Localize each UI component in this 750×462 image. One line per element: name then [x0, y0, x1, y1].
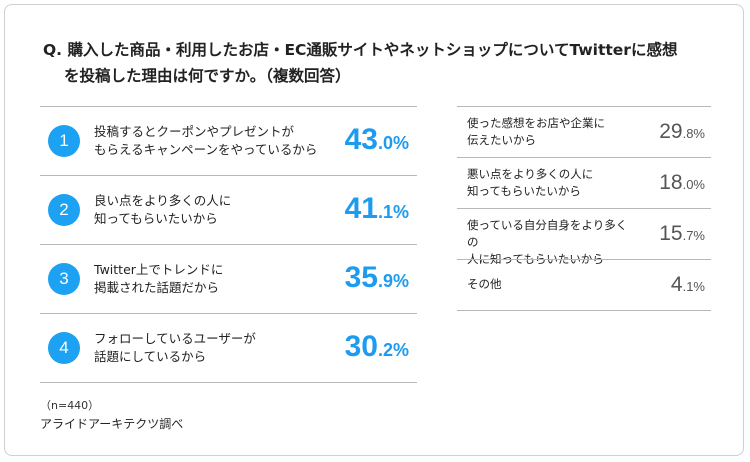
ranked-label-line-1: フォローしているユーザーが	[94, 331, 256, 346]
other-list: 使った感想をお店や企業に 伝えたいから 29.8% 悪い点をより多くの人に 知っ…	[457, 106, 711, 311]
value-integer: 43	[344, 123, 378, 156]
other-value: 18.0%	[659, 171, 705, 195]
ranked-value: 41.1%	[345, 194, 409, 224]
value-decimal: .1%	[377, 202, 409, 222]
other-label: その他	[467, 276, 637, 293]
ranked-label: 良い点をより多くの人に 知ってもらいたいから	[94, 192, 324, 228]
value-decimal: .7%	[682, 228, 705, 243]
ranked-value: 35.9%	[345, 263, 409, 293]
value-decimal: .9%	[377, 271, 409, 291]
ranked-label-line-2: 知ってもらいたいから	[94, 211, 218, 226]
ranked-label: フォローしているユーザーが 話題にしているから	[94, 330, 324, 366]
question-line-1: Q. 購入した商品・利用したお店・EC通販サイトやネットショップについてTwit…	[43, 41, 678, 59]
survey-card: Q. 購入した商品・利用したお店・EC通販サイトやネットショップについてTwit…	[4, 4, 744, 456]
value-integer: 35	[344, 261, 378, 294]
other-value: 4.1%	[671, 273, 705, 297]
rank-badge: 4	[48, 332, 80, 364]
other-label-line-2: 伝えたいから	[467, 133, 536, 147]
other-label-line-1: 悪い点をより多くの人に	[467, 167, 594, 181]
value-integer: 41	[344, 192, 378, 225]
other-row: 悪い点をより多くの人に 知ってもらいたいから 18.0%	[457, 157, 711, 208]
ranked-label-line-2: もらえるキャンペーンをやっているから	[94, 142, 318, 157]
other-row: 使っている自分自身をより多くの 人に知ってもらいたいから 15.7%	[457, 208, 711, 266]
other-label-line-1: 使った感想をお店や企業に	[467, 116, 605, 130]
ranked-label: Twitter上でトレンドに 掲載された話題だから	[94, 261, 324, 297]
rank-badge: 1	[48, 125, 80, 157]
ranked-label-line-1: 投稿するとクーポンやプレゼントが	[94, 124, 295, 139]
ranked-label-line-2: 話題にしているから	[94, 349, 207, 364]
value-integer: 15	[659, 222, 683, 245]
value-decimal: .0%	[377, 133, 409, 153]
ranked-label: 投稿するとクーポンやプレゼントが もらえるキャンペーンをやっているから	[94, 123, 324, 159]
ranked-row: 2 良い点をより多くの人に 知ってもらいたいから 41.1%	[40, 175, 417, 244]
ranked-value: 43.0%	[345, 125, 409, 155]
sample-size-note: （n=440）	[40, 399, 100, 412]
ranked-row: 4 フォローしているユーザーが 話題にしているから 30.2%	[40, 313, 417, 383]
ranked-row: 3 Twitter上でトレンドに 掲載された話題だから 35.9%	[40, 244, 417, 313]
value-decimal: .8%	[682, 126, 705, 141]
value-integer: 18	[659, 171, 683, 194]
value-decimal: .0%	[682, 177, 705, 192]
ranked-value: 30.2%	[345, 332, 409, 362]
rank-badge: 3	[48, 263, 80, 295]
source-credit: アライドアーキテクツ調べ	[40, 417, 184, 431]
value-decimal: .1%	[682, 279, 705, 294]
ranked-list: 1 投稿するとクーポンやプレゼントが もらえるキャンペーンをやっているから 43…	[40, 106, 417, 383]
value-integer: 29	[659, 120, 683, 143]
other-row: 使った感想をお店や企業に 伝えたいから 29.8%	[457, 106, 711, 157]
ranked-label-line-1: Twitter上でトレンドに	[94, 262, 224, 277]
other-label: 悪い点をより多くの人に 知ってもらいたいから	[467, 166, 637, 200]
other-value: 29.8%	[659, 120, 705, 144]
other-label-line-1: 使っている自分自身をより多くの	[467, 218, 628, 249]
other-value: 15.7%	[659, 222, 705, 246]
other-label: 使った感想をお店や企業に 伝えたいから	[467, 115, 637, 149]
other-label-line-2: 知ってもらいたいから	[467, 184, 581, 198]
value-integer: 30	[344, 330, 378, 363]
other-row: その他 4.1%	[457, 259, 711, 311]
rank-badge: 2	[48, 194, 80, 226]
value-decimal: .2%	[377, 340, 409, 360]
question-text: Q. 購入した商品・利用したお店・EC通販サイトやネットショップについてTwit…	[43, 37, 723, 89]
value-integer: 4	[670, 273, 683, 296]
ranked-row: 1 投稿するとクーポンやプレゼントが もらえるキャンペーンをやっているから 43…	[40, 106, 417, 175]
ranked-label-line-1: 良い点をより多くの人に	[94, 193, 232, 208]
question-line-2: を投稿した理由は何ですか。（複数回答）	[64, 67, 351, 85]
ranked-label-line-2: 掲載された話題だから	[94, 280, 220, 295]
other-label-line-1: その他	[467, 277, 502, 291]
